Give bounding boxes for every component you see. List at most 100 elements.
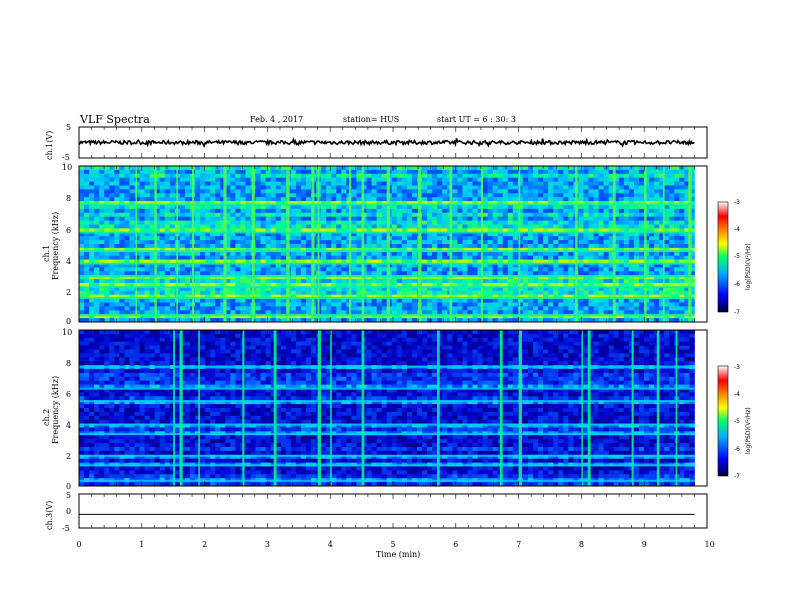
spec2-band-0	[79, 479, 695, 482]
ch3-waveform-frame	[78, 493, 708, 529]
ch2-ytick-8: 8	[66, 359, 71, 368]
date-label: Feb. 4 , 2017	[250, 115, 303, 124]
spec1-event-18	[644, 166, 647, 322]
ch1-ytick-8: 8	[66, 194, 71, 203]
spec1-event-3	[192, 166, 195, 322]
spec1-event-2	[176, 166, 178, 322]
ch2-cb-tick-3: -3	[734, 364, 740, 371]
ch2-cb-tick-5: -5	[734, 418, 740, 425]
ch2-ytick-0: 0	[66, 482, 71, 491]
spec2-event-8	[437, 330, 440, 486]
x-tick-label-5: 5	[391, 540, 396, 549]
ch1-colorbar-label: log(PSD)(V²/Hz)	[745, 243, 752, 290]
spec1-event-16	[575, 166, 578, 322]
ch1-cb-tick-7: -7	[734, 309, 740, 316]
ch1-ytick-10: 10	[62, 163, 72, 172]
ch1-spectrogram-panel: 0 2 4 6 8 10 ch.1 Frequency (kHz)	[42, 163, 708, 326]
spec2-event-7	[361, 330, 365, 486]
spec2-band-7	[79, 365, 695, 368]
spec1-event-6	[286, 166, 290, 322]
ch1-ytick-4: 4	[66, 257, 71, 266]
spec1-event-14	[480, 166, 483, 322]
ch1-ytick-0: 0	[66, 317, 71, 326]
ch2-ytick-10: 10	[62, 328, 72, 337]
ch1-trace	[78, 137, 695, 148]
spec2-event-11	[581, 330, 583, 486]
spec2-event-10	[518, 330, 522, 486]
x-axis-tick-labels: 0 1 2 3 4 5 6 7 8 9 10	[77, 540, 715, 549]
x-tick-label-10: 10	[705, 540, 715, 549]
spec2-band-3	[79, 433, 695, 435]
start-time-label: start UT = 6 : 30: 3	[437, 115, 516, 124]
spec1-event-20	[688, 166, 692, 322]
spec1-event-9	[349, 166, 352, 322]
spec1-event-1	[154, 166, 157, 322]
spec2-event-13	[631, 330, 634, 486]
spec2-band-6	[79, 387, 695, 390]
spec1-event-10	[361, 166, 365, 322]
ch1-waveform-panel: 5 -5 ch.1(V)	[45, 123, 708, 162]
spec1-band-0	[79, 314, 695, 317]
ch2-cb-tick-7: -7	[734, 473, 740, 480]
x-axis-label: Time (min)	[376, 550, 420, 559]
spec2-band-2	[79, 454, 695, 457]
ch2-ytick-2: 2	[66, 452, 71, 461]
ch2-colorbar-ramp	[717, 365, 729, 477]
spec2-band-4	[79, 423, 695, 426]
spec1-event-11	[386, 166, 390, 322]
spec2-band-5	[79, 400, 695, 403]
spec1-event-7	[311, 166, 315, 322]
x-tick-label-3: 3	[265, 540, 270, 549]
spec1-event-17	[612, 166, 616, 322]
spec2-event-1	[179, 330, 183, 486]
x-tick-label-8: 8	[579, 540, 584, 549]
ch3-ytick-minus5: -5	[62, 524, 70, 533]
spec1-event-13	[449, 166, 453, 322]
spec2-event-3	[242, 330, 245, 486]
spec2-event-9	[499, 330, 503, 486]
ch1-ytick-minus5: -5	[62, 153, 70, 162]
spec2-event-2	[198, 330, 200, 486]
spec2-event-14	[656, 330, 660, 486]
spec1-band-4	[79, 262, 695, 265]
ch2-ytick-6: 6	[66, 390, 71, 399]
ch2-frequency-label: Frequency (kHz)	[51, 376, 60, 444]
spec1-event-5	[251, 166, 255, 322]
x-tick-label-2: 2	[202, 540, 207, 549]
spec1-event-15	[518, 166, 521, 322]
spec2-event-15	[675, 330, 678, 486]
ch3-ytick-5: 5	[66, 491, 71, 500]
spec2-band-1	[79, 464, 695, 467]
ch3-ytick-0: 0	[66, 507, 71, 516]
spec1-event-0	[135, 166, 137, 322]
ch2-colorbar-label: log(PSD)(V²/Hz)	[745, 407, 752, 454]
spec1-event-19	[663, 166, 665, 322]
ch2-spectrogram-image	[79, 330, 695, 487]
station-label: station= HUS	[343, 115, 399, 124]
ch2-spectrogram-ticks	[78, 330, 708, 486]
ch1-channel-label: ch.1	[42, 245, 51, 262]
ch3-ylabel: ch.3(V)	[45, 501, 54, 530]
ch1-cb-tick-6: -6	[734, 281, 740, 288]
ch1-ylabel: ch.1(V)	[45, 131, 54, 160]
spec1-band-6	[79, 231, 695, 234]
spec1-event-4	[223, 166, 227, 322]
spec1-band-2	[79, 286, 695, 289]
figure-title: VLF Spectra	[79, 113, 150, 126]
ch2-spectrogram-panel: 0 2 4 6 8 10 ch.2 Frequency (kHz)	[42, 328, 708, 491]
ch1-cb-tick-4: -4	[734, 226, 740, 233]
spec2-event-12	[587, 330, 591, 486]
ch2-colorbar: -3 -4 -5 -6 -7 log(PSD)(V²/Hz)	[717, 364, 752, 480]
spec2-event-5	[317, 330, 321, 486]
ch1-ytick-6: 6	[66, 226, 71, 235]
ch1-ticks	[78, 127, 708, 158]
x-tick-label-9: 9	[642, 540, 647, 549]
ch2-cb-tick-6: -6	[734, 446, 740, 453]
ch1-cb-tick-5: -5	[734, 253, 740, 260]
spec1-band-7	[79, 203, 695, 206]
ch1-cb-tick-3: -3	[734, 199, 740, 206]
ch1-ytick-2: 2	[66, 288, 71, 297]
ch1-spectrogram-image	[79, 166, 695, 323]
ch3-waveform-panel: 5 0 -5 ch.3(V)	[45, 491, 708, 533]
